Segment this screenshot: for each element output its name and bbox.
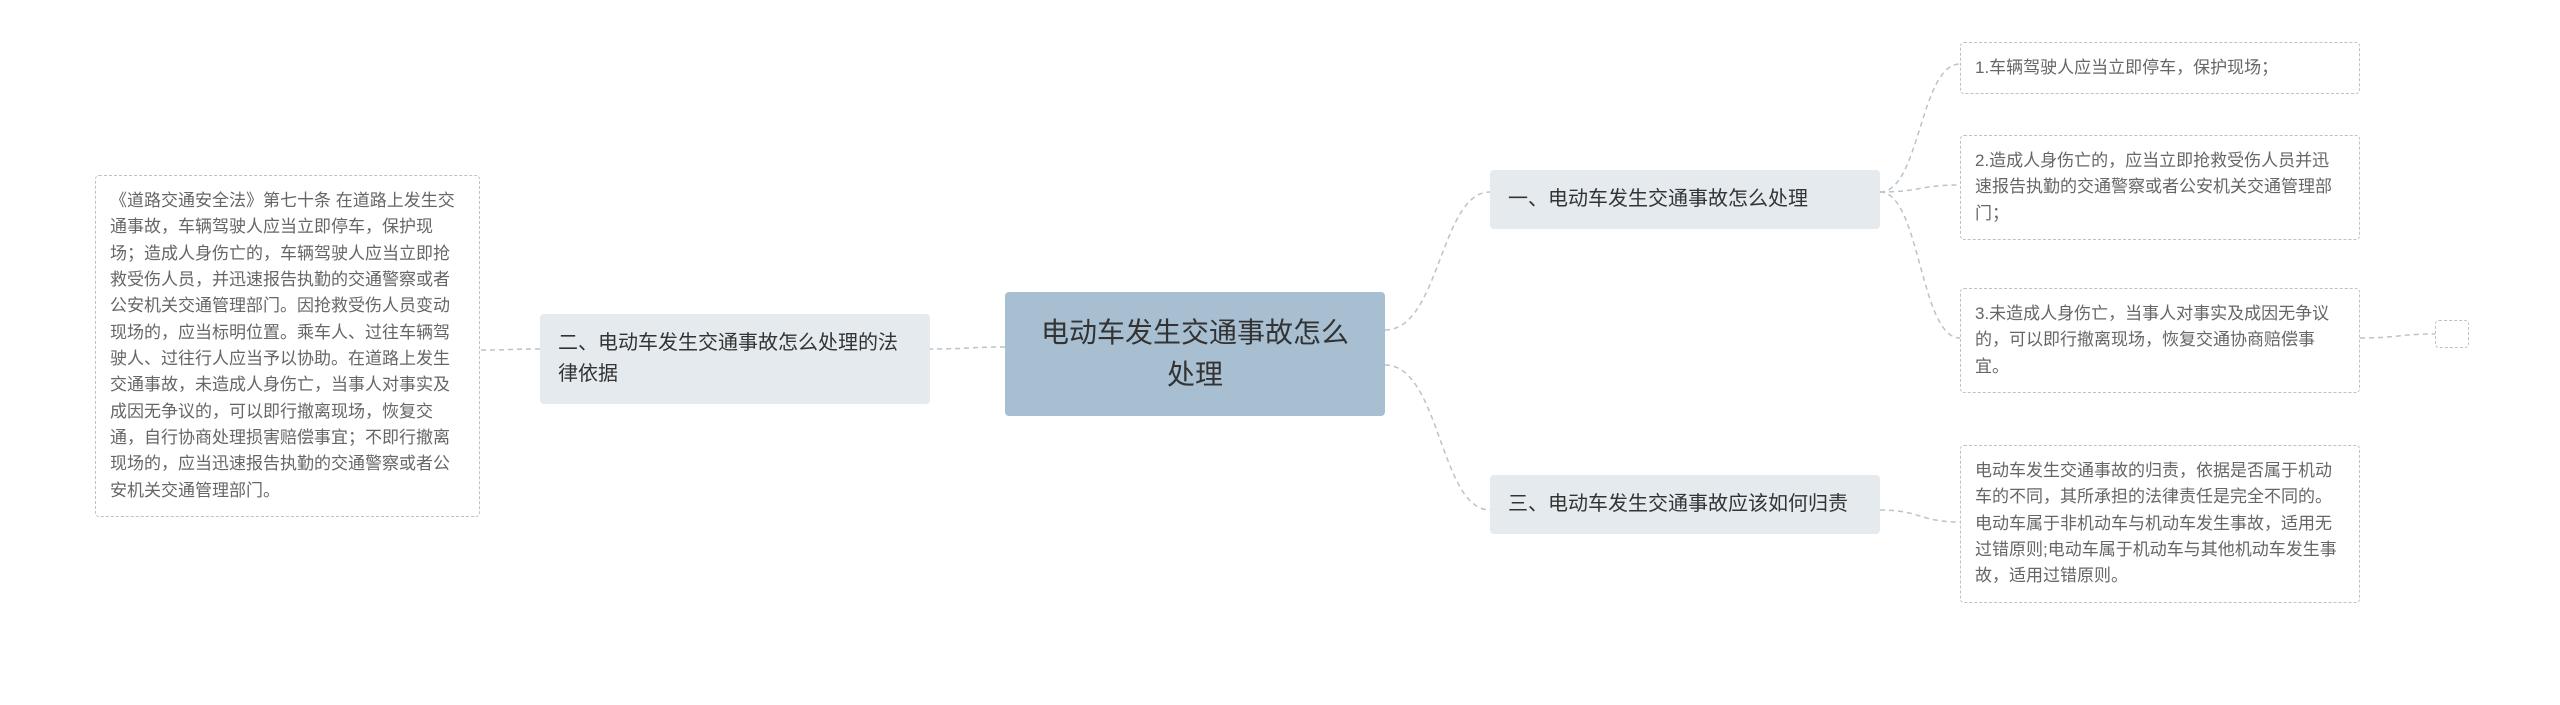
leaf-text: 2.造成人身伤亡的，应当立即抢救受伤人员并迅速报告执勤的交通警察或者公安机关交通… [1975,151,2332,223]
branch-liability[interactable]: 三、电动车发生交通事故应该如何归责 [1490,475,1880,534]
leaf-handle-step-1: 1.车辆驾驶人应当立即停车，保护现场； [1960,42,2360,94]
leaf-text: 1.车辆驾驶人应当立即停车，保护现场； [1975,58,2278,77]
branch-label: 三、电动车发生交通事故应该如何归责 [1508,493,1848,515]
root-node[interactable]: 电动车发生交通事故怎么处理 [1005,292,1385,416]
leaf-liability-text: 电动车发生交通事故的归责，依据是否属于机动车的不同，其所承担的法律责任是完全不同… [1960,445,2360,603]
leaf-handle-step-3: 3.未造成人身伤亡，当事人对事实及成因无争议的，可以即行撤离现场，恢复交通协商赔… [1960,288,2360,393]
branch-label: 一、电动车发生交通事故怎么处理 [1508,188,1808,210]
leaf-text: 《道路交通安全法》第七十条 在道路上发生交通事故，车辆驾驶人应当立即停车，保护现… [110,191,455,500]
leaf-text: 电动车发生交通事故的归责，依据是否属于机动车的不同，其所承担的法律责任是完全不同… [1975,461,2337,585]
branch-how-to-handle[interactable]: 一、电动车发生交通事故怎么处理 [1490,170,1880,229]
root-text: 电动车发生交通事故怎么处理 [1041,317,1349,390]
leaf-legal-basis-text: 《道路交通安全法》第七十条 在道路上发生交通事故，车辆驾驶人应当立即停车，保护现… [95,175,480,517]
mindmap-canvas: 电动车发生交通事故怎么处理 二、电动车发生交通事故怎么处理的法律依据 《道路交通… [0,0,2560,705]
leaf-handle-step-2: 2.造成人身伤亡的，应当立即抢救受伤人员并迅速报告执勤的交通警察或者公安机关交通… [1960,135,2360,240]
leaf-text: 3.未造成人身伤亡，当事人对事实及成因无争议的，可以即行撤离现场，恢复交通协商赔… [1975,304,2329,376]
leaf-collapsed-placeholder[interactable] [2435,320,2469,348]
branch-label: 二、电动车发生交通事故怎么处理的法律依据 [558,332,898,385]
branch-legal-basis[interactable]: 二、电动车发生交通事故怎么处理的法律依据 [540,314,930,404]
